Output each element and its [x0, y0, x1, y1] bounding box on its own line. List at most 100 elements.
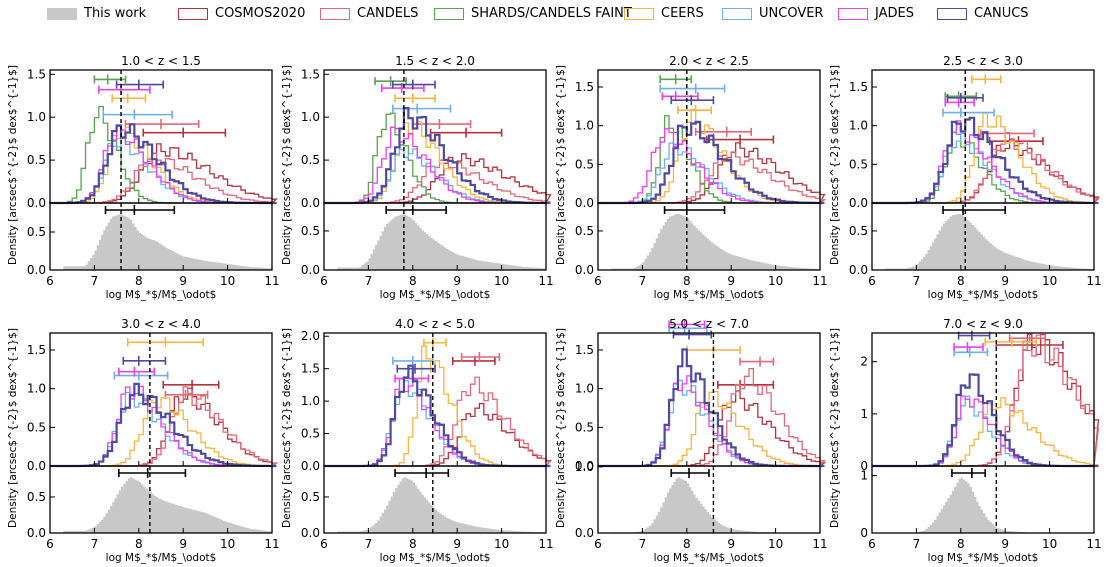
- x-tick-label: 7: [913, 537, 921, 551]
- y-tick-label: 0.5: [575, 420, 594, 434]
- y-tick-label: 1.0: [27, 110, 46, 124]
- x-tick-label: 9: [453, 274, 461, 288]
- this-work-histogram: [611, 477, 820, 533]
- x-tick-label: 7: [365, 537, 373, 551]
- y-tick-label: 1.5: [575, 343, 594, 357]
- series-line: [872, 334, 1100, 467]
- this-work-histogram: [63, 477, 272, 533]
- series-line: [872, 397, 1099, 467]
- panel-3: 0.0 0.5 1.0 1.5 0.0 0.5 6 7 8 9 10 11 2.0 < z < 2.5 l…: [555, 54, 828, 301]
- series-line: [872, 373, 1099, 468]
- legend-label: This work: [84, 6, 147, 21]
- series-line: [598, 348, 825, 468]
- this-work-histogram: [337, 214, 546, 270]
- x-tick-label: 11: [812, 537, 827, 551]
- legend-label: SHARDS/CANDELS FAINT: [471, 6, 632, 21]
- x-tick-label: 10: [1042, 537, 1057, 551]
- x-tick-label: 6: [868, 274, 876, 288]
- series-line: [598, 109, 825, 204]
- legend-item-0: This work: [47, 6, 146, 21]
- y-tick-label: 0.5: [27, 420, 46, 434]
- series-line: [49, 105, 277, 204]
- x-tick-label: 11: [264, 274, 279, 288]
- y-tick-label: 1.0: [575, 460, 594, 474]
- x-tick-label: 6: [320, 274, 328, 288]
- y-tick-label: 1.5: [849, 80, 868, 94]
- series-line: [598, 379, 825, 467]
- x-tick-label: 7: [91, 274, 99, 288]
- y-axis-label: Density [arcsec$^{-2}$ dex$^{-1}$]: [281, 65, 293, 265]
- panel-title: 2.5 < z < 3.0: [943, 54, 1023, 68]
- this-work-histogram: [885, 213, 1094, 270]
- y-tick-label: 0: [860, 526, 868, 540]
- x-tick-label: 9: [453, 537, 461, 551]
- x-tick-label: 7: [639, 537, 647, 551]
- bottom-axes-frame: [871, 202, 1095, 271]
- y-tick-label: 0.5: [849, 157, 868, 171]
- legend-swatch: [320, 7, 350, 20]
- x-tick-label: 11: [538, 537, 553, 551]
- legend-swatch: [434, 7, 464, 20]
- x-tick-label: 8: [409, 274, 417, 288]
- legend-label: CANUCS: [974, 6, 1029, 21]
- x-tick-label: 6: [46, 274, 54, 288]
- legend-label: COSMOS2020: [215, 6, 306, 21]
- legend-label: JADES: [875, 6, 914, 21]
- x-tick-label: 9: [727, 274, 735, 288]
- series-line: [50, 397, 277, 467]
- y-tick-label: 2.0: [301, 329, 320, 343]
- x-axis-label: log M$_*$/M$_\odot$: [380, 289, 491, 301]
- x-tick-label: 9: [727, 537, 735, 551]
- series-line: [598, 368, 826, 467]
- y-tick-label: 0.0: [849, 263, 868, 277]
- legend-label: CEERS: [661, 6, 704, 21]
- y-tick-label: 0: [860, 459, 868, 473]
- y-axis-label: Density [arcsec$^{-2}$ dex$^{-1}$]: [7, 328, 19, 528]
- x-axis-label: log M$_*$/M$_\odot$: [106, 289, 217, 301]
- series-line: [324, 112, 551, 204]
- x-tick-label: 10: [1042, 274, 1057, 288]
- y-tick-label: 0.5: [301, 153, 320, 167]
- y-tick-label: 0.0: [301, 526, 320, 540]
- series-line: [872, 131, 1099, 204]
- x-axis-label: log M$_*$/M$_\odot$: [654, 289, 765, 301]
- series-line: [50, 152, 277, 204]
- series-line: [324, 148, 551, 204]
- y-tick-label: 0.0: [301, 263, 320, 277]
- panel-title: 1.5 < z < 2.0: [395, 54, 475, 68]
- x-tick-label: 8: [683, 537, 691, 551]
- this-work-histogram: [885, 477, 1094, 533]
- series-line: [598, 120, 825, 205]
- bottom-axes-frame: [871, 465, 1095, 534]
- y-tick-label: 0.0: [27, 459, 46, 473]
- y-tick-label: 1.5: [301, 67, 320, 81]
- series-line: [324, 153, 552, 204]
- panel-5: 0.0 0.5 1.0 1.5 0.0 0.5 6 7 8 9 10 11 3.0 < z < 4.0 l…: [7, 317, 280, 564]
- panel-title: 5.0 < z < 7.0: [669, 317, 749, 331]
- bottom-axes-frame: [323, 202, 547, 271]
- x-tick-label: 9: [1001, 537, 1009, 551]
- series-line: [50, 143, 279, 204]
- x-axis-label: log M$_*$/M$_\odot$: [928, 552, 1039, 564]
- bottom-axes-frame: [49, 465, 273, 534]
- series-line: [50, 136, 277, 204]
- legend-swatch: [722, 7, 752, 20]
- panel-title: 3.0 < z < 4.0: [121, 317, 201, 331]
- legend-swatch: [838, 7, 868, 20]
- y-tick-label: 0.0: [575, 526, 594, 540]
- y-axis-label: Density [arcsec$^{-2}$ dex$^{-1}$]: [829, 65, 841, 265]
- panel-6: 0.0 0.5 1.0 1.5 2.0 0.0 0.5 6 7 8 9 10 11 4.0 < z < 5…: [281, 317, 554, 564]
- bottom-axes-frame: [49, 202, 273, 271]
- x-tick-label: 10: [768, 537, 783, 551]
- series-line: [598, 390, 825, 467]
- legend-item-6: JADES: [838, 6, 914, 21]
- y-tick-label: 0.5: [27, 153, 46, 167]
- legend-item-7: CANUCS: [937, 6, 1029, 21]
- x-axis-label: log M$_*$/M$_\odot$: [928, 289, 1039, 301]
- x-tick-label: 11: [1086, 537, 1101, 551]
- x-tick-label: 10: [768, 274, 783, 288]
- y-tick-label: 0.5: [301, 490, 320, 504]
- legend-item-4: CEERS: [624, 6, 704, 21]
- y-tick-label: 1.5: [27, 343, 46, 357]
